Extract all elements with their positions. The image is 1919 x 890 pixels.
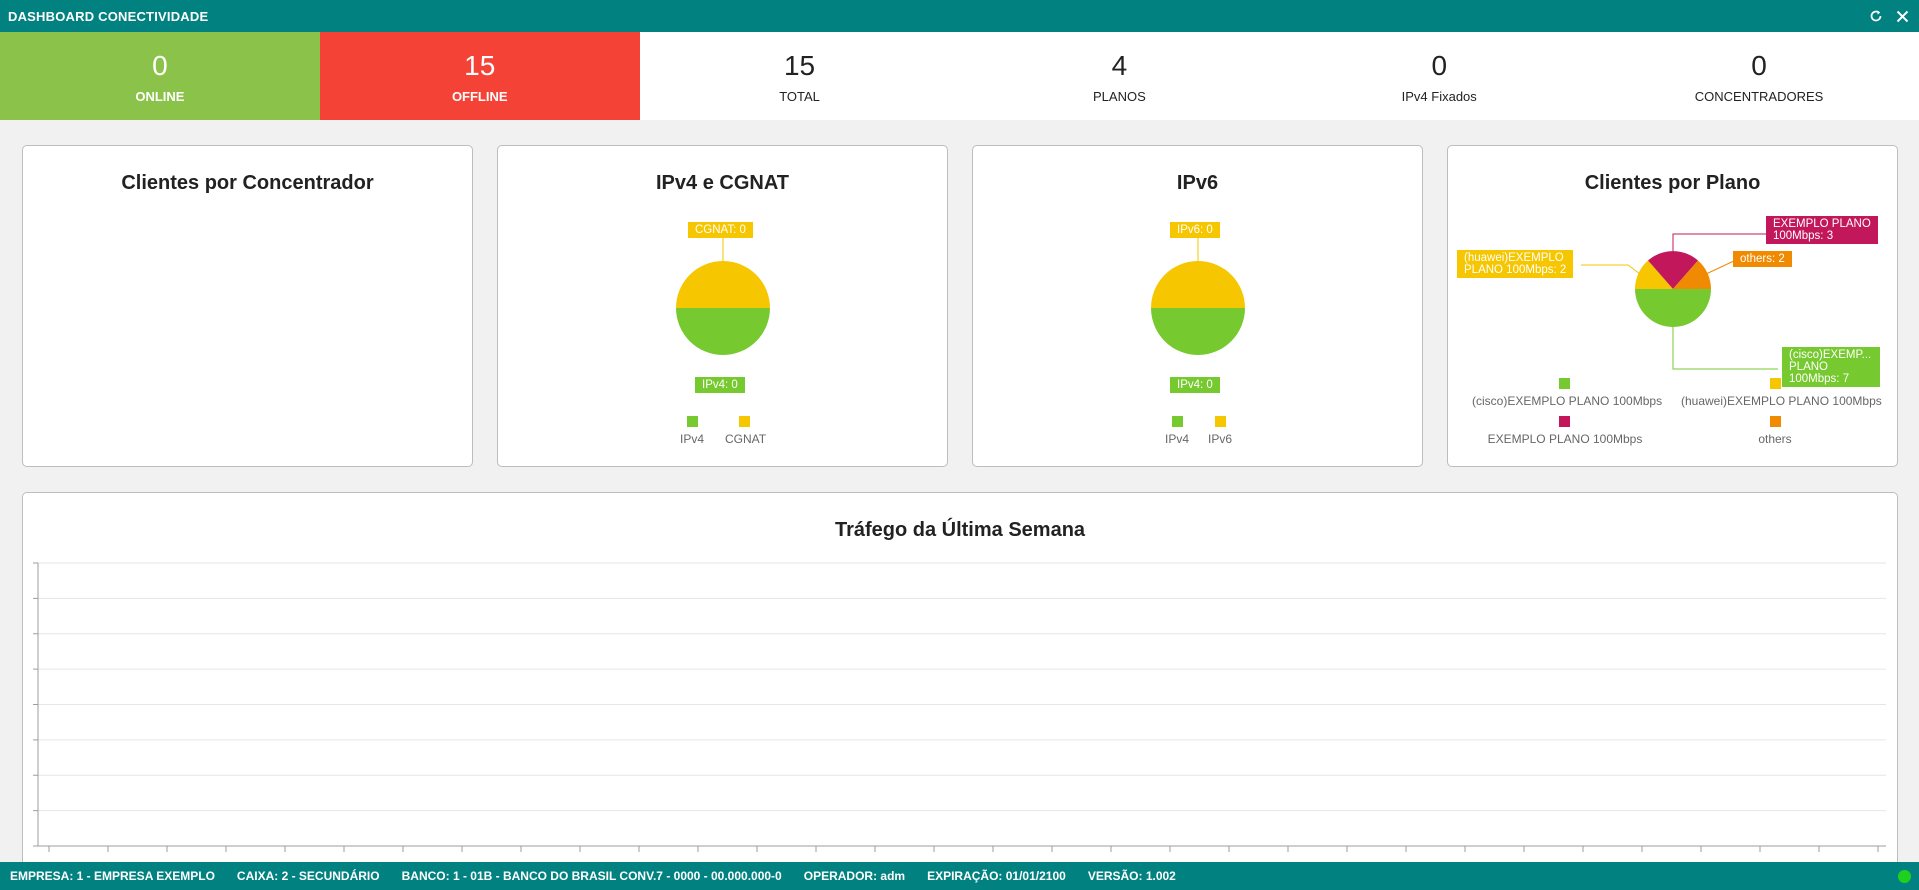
card-ipv4-cgnat-title: IPv4 e CGNAT — [656, 172, 789, 194]
legend-cgnat-swatch — [739, 416, 750, 427]
plano-label-cisco-line3: 100Mbps: 7 — [1789, 373, 1850, 385]
plano-label-exemplo: EXEMPLO PLANO 100Mbps: 3 — [1766, 216, 1878, 244]
legend-cisco-label[interactable]: (cisco)EXEMPLO PLANO 100Mbps — [1472, 394, 1663, 408]
stat-ipv4-fixados-label: IPv4 Fixados — [1401, 88, 1477, 104]
card-ipv6-title: IPv6 — [1176, 172, 1219, 194]
status-versao: VERSÃO: 1.002 — [1087, 869, 1176, 883]
stat-online-value: 0 — [152, 49, 168, 81]
clientes-plano-pie-chart — [1581, 233, 1778, 370]
plano-slice-others — [1673, 260, 1711, 289]
ipv6-label-ipv4: IPv4: 0 — [1170, 377, 1220, 393]
legend-huawei-swatch — [1770, 378, 1781, 389]
ipv6-slice-ipv4 — [1151, 308, 1245, 355]
stat-concentradores-label: CONCENTRADORES — [1694, 88, 1824, 104]
legend-ipv6-ipv6-label[interactable]: IPv6 — [1208, 432, 1233, 446]
stat-concentradores[interactable]: 0 CONCENTRADORES — [1599, 32, 1919, 120]
stat-offline-label: OFFLINE — [451, 88, 508, 104]
stat-offline[interactable]: 15 OFFLINE — [319, 32, 640, 120]
window-title: DASHBOARD CONECTIVIDADE — [8, 8, 209, 24]
legend-ipv6-ipv4-label[interactable]: IPv4 — [1165, 432, 1190, 446]
plano-label-exemplo-line1: EXEMPLO PLANO — [1773, 218, 1871, 230]
ipv4-cgnat-label-ipv4: IPv4: 0 — [695, 377, 745, 393]
connection-status-indicator — [1898, 870, 1911, 883]
plano-slice-exemplo — [1648, 251, 1698, 289]
stat-planos[interactable]: 4 PLANOS — [959, 32, 1279, 120]
ipv4-cgnat-slice-cgnat — [676, 261, 770, 308]
stat-total-value: 15 — [783, 49, 816, 81]
stat-planos-label: PLANOS — [1093, 88, 1146, 104]
close-icon[interactable] — [1893, 7, 1911, 25]
card-trafego-title: Tráfego da Última Semana — [834, 519, 1086, 541]
plano-label-others: others: 2 — [1733, 251, 1792, 267]
stat-online-label: ONLINE — [135, 88, 185, 104]
legend-cgnat-label[interactable]: CGNAT — [725, 432, 767, 446]
card-trafego: Tráfego da Última Semana — [22, 492, 1898, 862]
legend-cisco-swatch — [1559, 378, 1570, 389]
ipv6-slice-ipv6 — [1151, 261, 1245, 308]
legend-ipv6-ipv6-swatch — [1215, 416, 1226, 427]
status-banco: BANCO: 1 - 01B - BANCO DO BRASIL CONV.7 … — [401, 869, 782, 883]
status-operador: OPERADOR: adm — [803, 869, 906, 883]
card-clientes-concentrador-title: Clientes por Concentrador — [121, 172, 374, 194]
stat-total[interactable]: 15 TOTAL — [640, 32, 960, 120]
legend-exemplo-swatch — [1559, 416, 1570, 427]
stat-planos-value: 4 — [1111, 49, 1128, 81]
legend-ipv4-swatch — [687, 416, 698, 427]
plano-label-exemplo-line2: 100Mbps: 3 — [1773, 230, 1834, 242]
status-bar: EMPRESA: 1 - EMPRESA EXEMPLO CAIXA: 2 - … — [0, 862, 1919, 890]
ipv6-label-ipv6: IPv6: 0 — [1170, 222, 1220, 238]
stat-concentradores-value: 0 — [1751, 49, 1767, 81]
ipv4-cgnat-pie-chart — [676, 232, 770, 355]
window-titlebar: DASHBOARD CONECTIVIDADE — [0, 0, 1919, 32]
legend-huawei-label[interactable]: (huawei)EXEMPLO PLANO 100Mbps — [1681, 394, 1882, 408]
ipv6-pie-chart — [1151, 232, 1245, 355]
plano-label-cisco-line1: (cisco)EXEMP... — [1789, 349, 1872, 361]
plano-label-cisco: (cisco)EXEMP... PLANO 100Mbps: 7 — [1782, 347, 1880, 387]
plano-label-huawei-line1: (huawei)EXEMPLO — [1464, 252, 1564, 264]
card-clientes-concentrador: Clientes por Concentrador — [22, 145, 473, 467]
trafego-line-chart — [33, 562, 1886, 852]
stats-bar: 0 ONLINE 15 OFFLINE 15 TOTAL 4 PLANOS 0 … — [0, 32, 1919, 120]
ipv4-cgnat-slice-ipv4 — [676, 308, 770, 355]
legend-others-swatch — [1770, 416, 1781, 427]
plano-label-cisco-line2: PLANO — [1789, 361, 1828, 373]
legend-ipv6-ipv4-swatch — [1172, 416, 1183, 427]
legend-exemplo-label[interactable]: EXEMPLO PLANO 100Mbps — [1487, 432, 1643, 446]
plano-slice-cisco — [1635, 289, 1711, 327]
stat-online[interactable]: 0 ONLINE — [0, 32, 320, 120]
ipv4-cgnat-label-cgnat: CGNAT: 0 — [688, 222, 753, 238]
refresh-icon[interactable] — [1867, 7, 1885, 25]
stat-ipv4-fixados-value: 0 — [1431, 49, 1448, 81]
card-ipv4-cgnat: IPv4 e CGNAT CGNAT: 0 IPv4: 0 IPv4 CGNAT — [497, 145, 948, 467]
window-actions — [1867, 7, 1911, 25]
status-expiracao: EXPIRAÇÃO: 01/01/2100 — [927, 869, 1066, 883]
legend-others-label[interactable]: others — [1758, 432, 1792, 446]
stat-offline-value: 15 — [464, 49, 496, 81]
plano-label-huawei-line2: PLANO 100Mbps: 2 — [1464, 264, 1567, 276]
status-caixa: CAIXA: 2 - SECUNDÁRIO — [236, 869, 380, 883]
plano-slice-huawei — [1635, 260, 1673, 289]
stat-total-label: TOTAL — [779, 88, 820, 104]
status-empresa: EMPRESA: 1 - EMPRESA EXEMPLO — [10, 869, 215, 883]
card-clientes-plano-title: Clientes por Plano — [1584, 172, 1761, 194]
plano-label-huawei: (huawei)EXEMPLO PLANO 100Mbps: 2 — [1457, 250, 1574, 278]
card-clientes-plano: Clientes por Plano EXEMPLO PLANO 100Mbps… — [1447, 145, 1898, 467]
card-ipv6: IPv6 IPv6: 0 IPv4: 0 IPv4 IPv6 — [972, 145, 1423, 467]
stat-ipv4-fixados[interactable]: 0 IPv4 Fixados — [1279, 32, 1599, 120]
legend-ipv4-label[interactable]: IPv4 — [680, 432, 705, 446]
